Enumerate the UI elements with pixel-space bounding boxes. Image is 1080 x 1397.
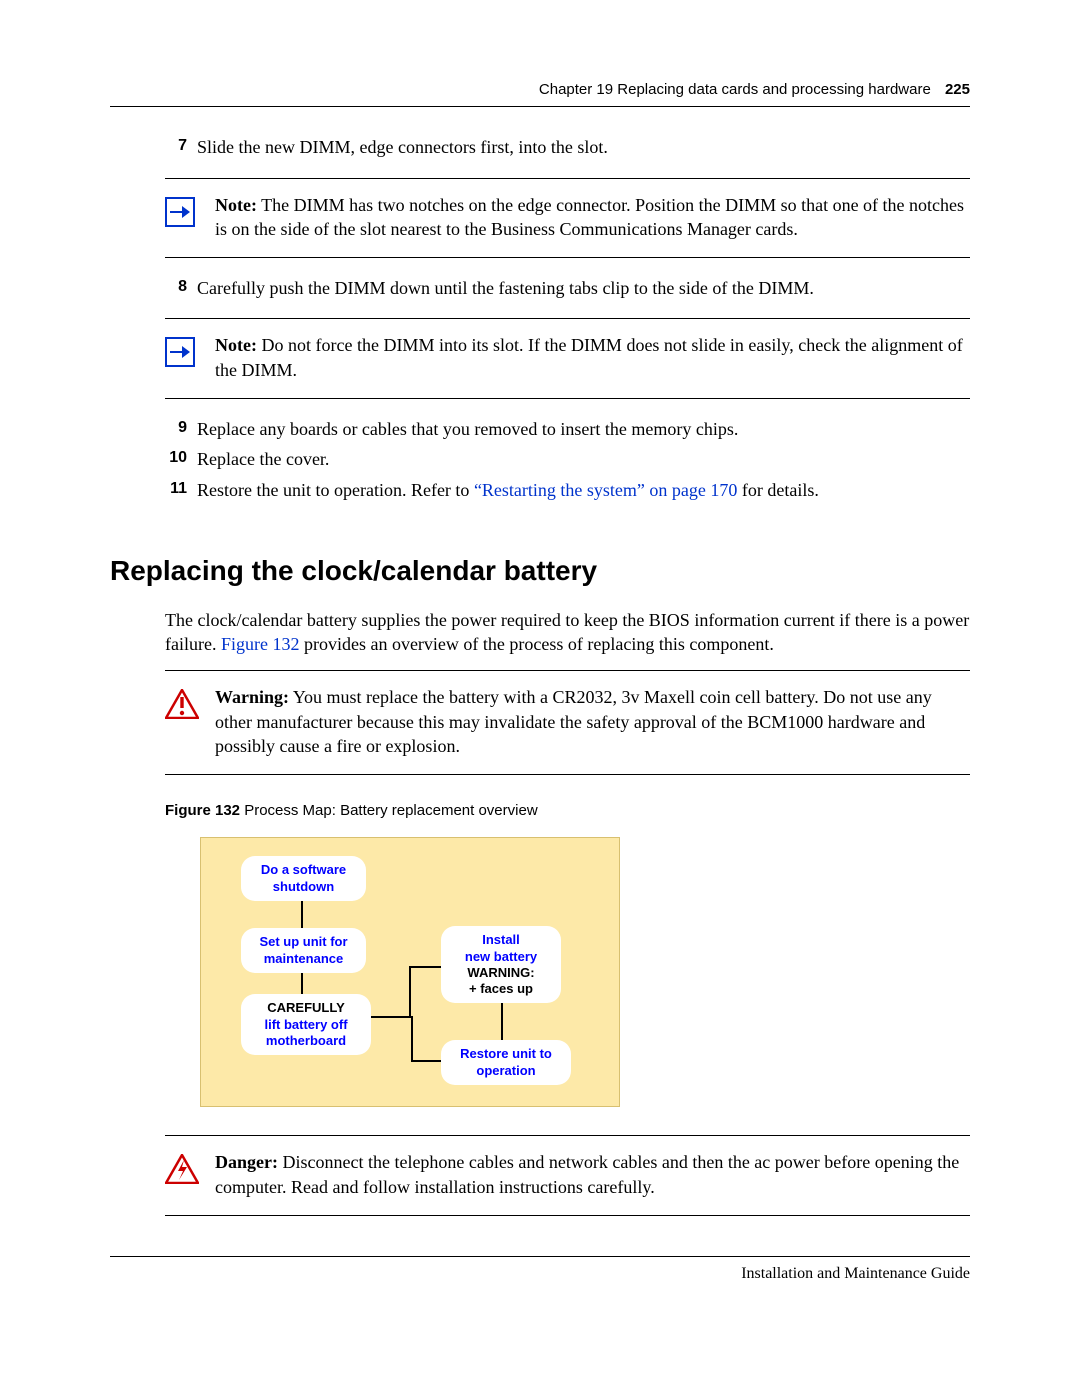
connector <box>501 998 503 1040</box>
danger-box: Danger: Disconnect the telephone cables … <box>165 1144 970 1205</box>
divider <box>165 774 970 775</box>
divider <box>165 398 970 399</box>
footer-text: Installation and Maintenance Guide <box>110 1257 970 1285</box>
page-header: Chapter 19 Replacing data cards and proc… <box>110 80 970 107</box>
step-text-a: Restore the unit to operation. Refer to <box>197 480 474 500</box>
note-body: Note: The DIMM has two notches on the ed… <box>215 193 970 242</box>
flowchart-node-lift[interactable]: CAREFULLY lift battery off motherboard <box>241 994 371 1055</box>
figure-caption: Figure 132 Process Map: Battery replacem… <box>165 801 970 821</box>
step-10: 10 Replace the cover. <box>165 447 970 471</box>
warning-text: You must replace the battery with a CR20… <box>215 687 932 756</box>
step-text: Restore the unit to operation. Refer to … <box>197 478 970 502</box>
node-line: maintenance <box>264 951 343 966</box>
node-line: shutdown <box>273 879 334 894</box>
figure-title: Process Map: Battery replacement overvie… <box>240 802 538 819</box>
connector <box>411 1060 441 1062</box>
header-text: Chapter 19 Replacing data cards and proc… <box>110 80 970 106</box>
node-line: Install <box>482 932 520 947</box>
step-number: 11 <box>165 478 197 502</box>
node-line: new battery <box>465 949 537 964</box>
section-heading: Replacing the clock/calendar battery <box>110 552 970 590</box>
step-number: 10 <box>165 447 197 471</box>
danger-lead: Danger: <box>215 1152 278 1172</box>
arrow-right-icon <box>165 337 195 367</box>
flowchart-node-install[interactable]: Install new battery WARNING: + faces up <box>441 926 561 1003</box>
chapter-label: Chapter 19 Replacing data cards and proc… <box>539 81 931 98</box>
connector <box>371 1016 411 1018</box>
danger-icon <box>165 1150 215 1184</box>
note-lead: Note: <box>215 335 257 355</box>
note-box: Note: Do not force the DIMM into its slo… <box>165 327 970 388</box>
step-9: 9 Replace any boards or cables that you … <box>165 417 970 441</box>
note-icon-cell <box>165 333 215 367</box>
node-line: CAREFULLY <box>267 1000 345 1015</box>
divider <box>165 178 970 179</box>
divider <box>165 257 970 258</box>
para-b: provides an overview of the process of r… <box>299 634 773 654</box>
process-flowchart: Do a software shutdown Set up unit for m… <box>200 837 620 1107</box>
danger-text: Disconnect the telephone cables and netw… <box>215 1152 959 1196</box>
connector <box>301 896 303 928</box>
step-text-b: for details. <box>737 480 818 500</box>
note-lead: Note: <box>215 195 257 215</box>
node-line: + faces up <box>469 981 533 996</box>
node-line: Restore unit to <box>460 1046 552 1061</box>
warning-icon <box>165 685 215 719</box>
node-line: operation <box>476 1063 535 1078</box>
figure-reference-link[interactable]: Figure 132 <box>221 634 300 654</box>
flowchart-node-setup[interactable]: Set up unit for maintenance <box>241 928 366 973</box>
cross-reference-link[interactable]: “Restarting the system” on page 170 <box>474 480 737 500</box>
page-number: 225 <box>945 81 970 98</box>
warning-box: Warning: You must replace the battery wi… <box>165 679 970 764</box>
node-line: lift battery off <box>264 1017 347 1032</box>
step-text: Replace the cover. <box>197 447 970 471</box>
connector <box>411 1016 413 1062</box>
step-text: Replace any boards or cables that you re… <box>197 417 970 441</box>
figure-label: Figure 132 <box>165 802 240 819</box>
flowchart-node-shutdown[interactable]: Do a software shutdown <box>241 856 366 901</box>
node-line: motherboard <box>266 1033 346 1048</box>
warning-body: Warning: You must replace the battery wi… <box>215 685 970 758</box>
arrow-right-icon <box>165 197 195 227</box>
step-number: 9 <box>165 417 197 441</box>
divider <box>165 670 970 671</box>
step-7: 7 Slide the new DIMM, edge connectors fi… <box>165 135 970 159</box>
note-text: Do not force the DIMM into its slot. If … <box>215 335 963 379</box>
flowchart-node-restore[interactable]: Restore unit to operation <box>441 1040 571 1085</box>
node-line: Do a software <box>261 862 346 877</box>
node-line: Set up unit for <box>259 934 347 949</box>
note-body: Note: Do not force the DIMM into its slo… <box>215 333 970 382</box>
step-text: Carefully push the DIMM down until the f… <box>197 276 970 300</box>
step-11: 11 Restore the unit to operation. Refer … <box>165 478 970 502</box>
danger-body: Danger: Disconnect the telephone cables … <box>215 1150 970 1199</box>
divider <box>165 1135 970 1136</box>
divider <box>165 1215 970 1216</box>
connector <box>409 966 411 1018</box>
section-paragraph: The clock/calendar battery supplies the … <box>165 608 970 657</box>
note-icon-cell <box>165 193 215 227</box>
note-text: The DIMM has two notches on the edge con… <box>215 195 964 239</box>
connector <box>409 966 441 968</box>
warning-lead: Warning: <box>215 687 289 707</box>
step-number: 8 <box>165 276 197 300</box>
step-8: 8 Carefully push the DIMM down until the… <box>165 276 970 300</box>
divider <box>165 318 970 319</box>
node-line: WARNING: <box>467 965 534 980</box>
step-number: 7 <box>165 135 197 159</box>
note-box: Note: The DIMM has two notches on the ed… <box>165 187 970 248</box>
step-text: Slide the new DIMM, edge connectors firs… <box>197 135 970 159</box>
page: Chapter 19 Replacing data cards and proc… <box>0 0 1080 1397</box>
